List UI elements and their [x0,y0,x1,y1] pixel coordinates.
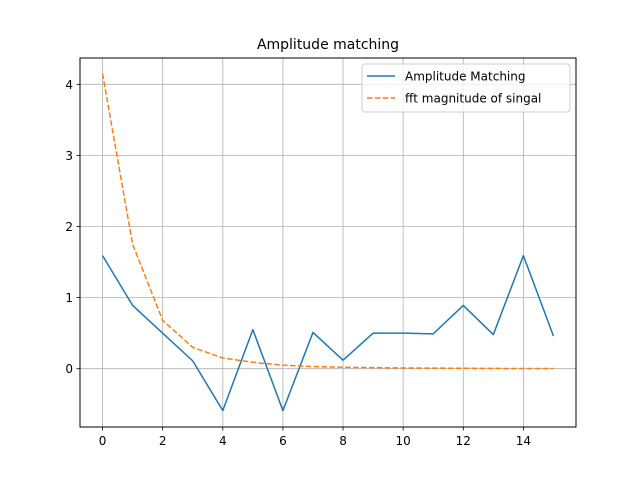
legend-label-2: fft magnitude of singal [405,92,541,106]
series-line-1 [101,254,555,412]
x-tick-label: 0 [99,434,107,448]
y-tick-label: 4 [65,78,73,92]
legend-box [361,63,571,113]
y-tick-label: 1 [65,291,73,305]
y-tick-label: 0 [65,362,73,376]
y-tick-label: 2 [65,220,73,234]
plot-area [101,73,555,412]
x-tick-label: 14 [516,434,531,448]
x-tick-label: 2 [159,434,167,448]
y-tick-label: 3 [65,149,73,163]
legend: Amplitude Matching fft magnitude of singa… [361,63,571,113]
legend-label-1: Amplitude Matching [405,70,525,84]
series-line-2 [101,73,554,370]
x-tick-label: 4 [219,434,227,448]
axes-frame [79,57,577,428]
grid [80,58,576,427]
chart-title: Amplitude matching [257,37,399,53]
x-tick-label: 8 [339,434,347,448]
x-tick-label: 6 [279,434,287,448]
x-tick-label: 10 [396,434,411,448]
x-tick-label: 12 [456,434,471,448]
